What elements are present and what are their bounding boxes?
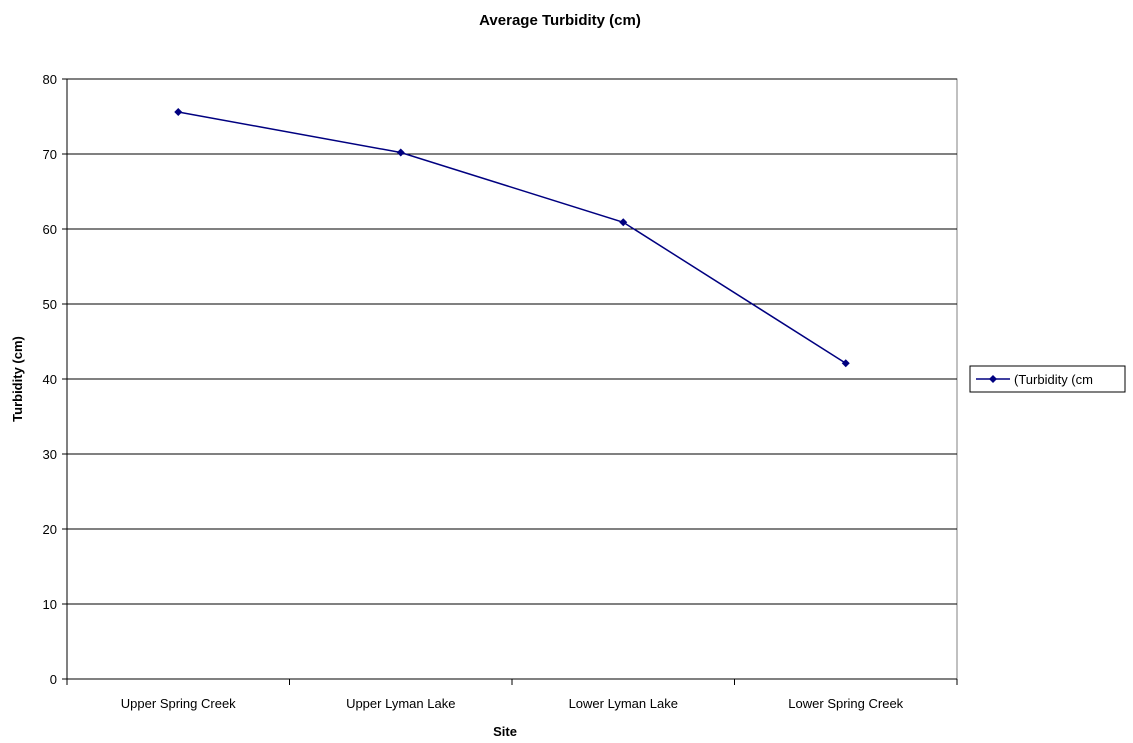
x-tick-label: Upper Spring Creek <box>121 696 236 711</box>
legend-marker <box>989 375 997 383</box>
y-tick-label: 70 <box>43 147 57 162</box>
chart-title: Average Turbidity (cm) <box>479 12 641 29</box>
x-tick-label: Upper Lyman Lake <box>346 696 455 711</box>
x-tick-label: Lower Spring Creek <box>788 696 903 711</box>
data-point <box>841 359 850 368</box>
data-point <box>396 148 405 157</box>
data-point <box>619 218 628 227</box>
gridlines <box>67 78 957 605</box>
data-point <box>174 108 183 116</box>
y-axis-title: Turbidity (cm) <box>10 336 25 422</box>
y-axis-ticks: 0 10 20 30 40 50 60 70 80 <box>43 72 67 687</box>
legend: (Turbidity (cm <box>969 365 1126 393</box>
y-tick-label: 50 <box>43 297 57 312</box>
x-axis-ticks: Upper Spring Creek Upper Lyman Lake Lower … <box>66 679 958 711</box>
legend-label: (Turbidity (cm <box>1014 372 1093 387</box>
y-tick-label: 30 <box>43 447 57 462</box>
y-tick-label: 60 <box>43 222 57 237</box>
y-tick-label: 20 <box>43 522 57 537</box>
series-group <box>174 108 850 368</box>
y-tick-label: 10 <box>43 597 57 612</box>
y-tick-label: 80 <box>43 72 57 87</box>
x-tick-label: Lower Lyman Lake <box>569 696 678 711</box>
x-axis-title: Site <box>493 724 517 739</box>
y-tick-label: 0 <box>50 672 57 687</box>
y-tick-label: 40 <box>43 372 57 387</box>
series-line <box>178 111 847 364</box>
